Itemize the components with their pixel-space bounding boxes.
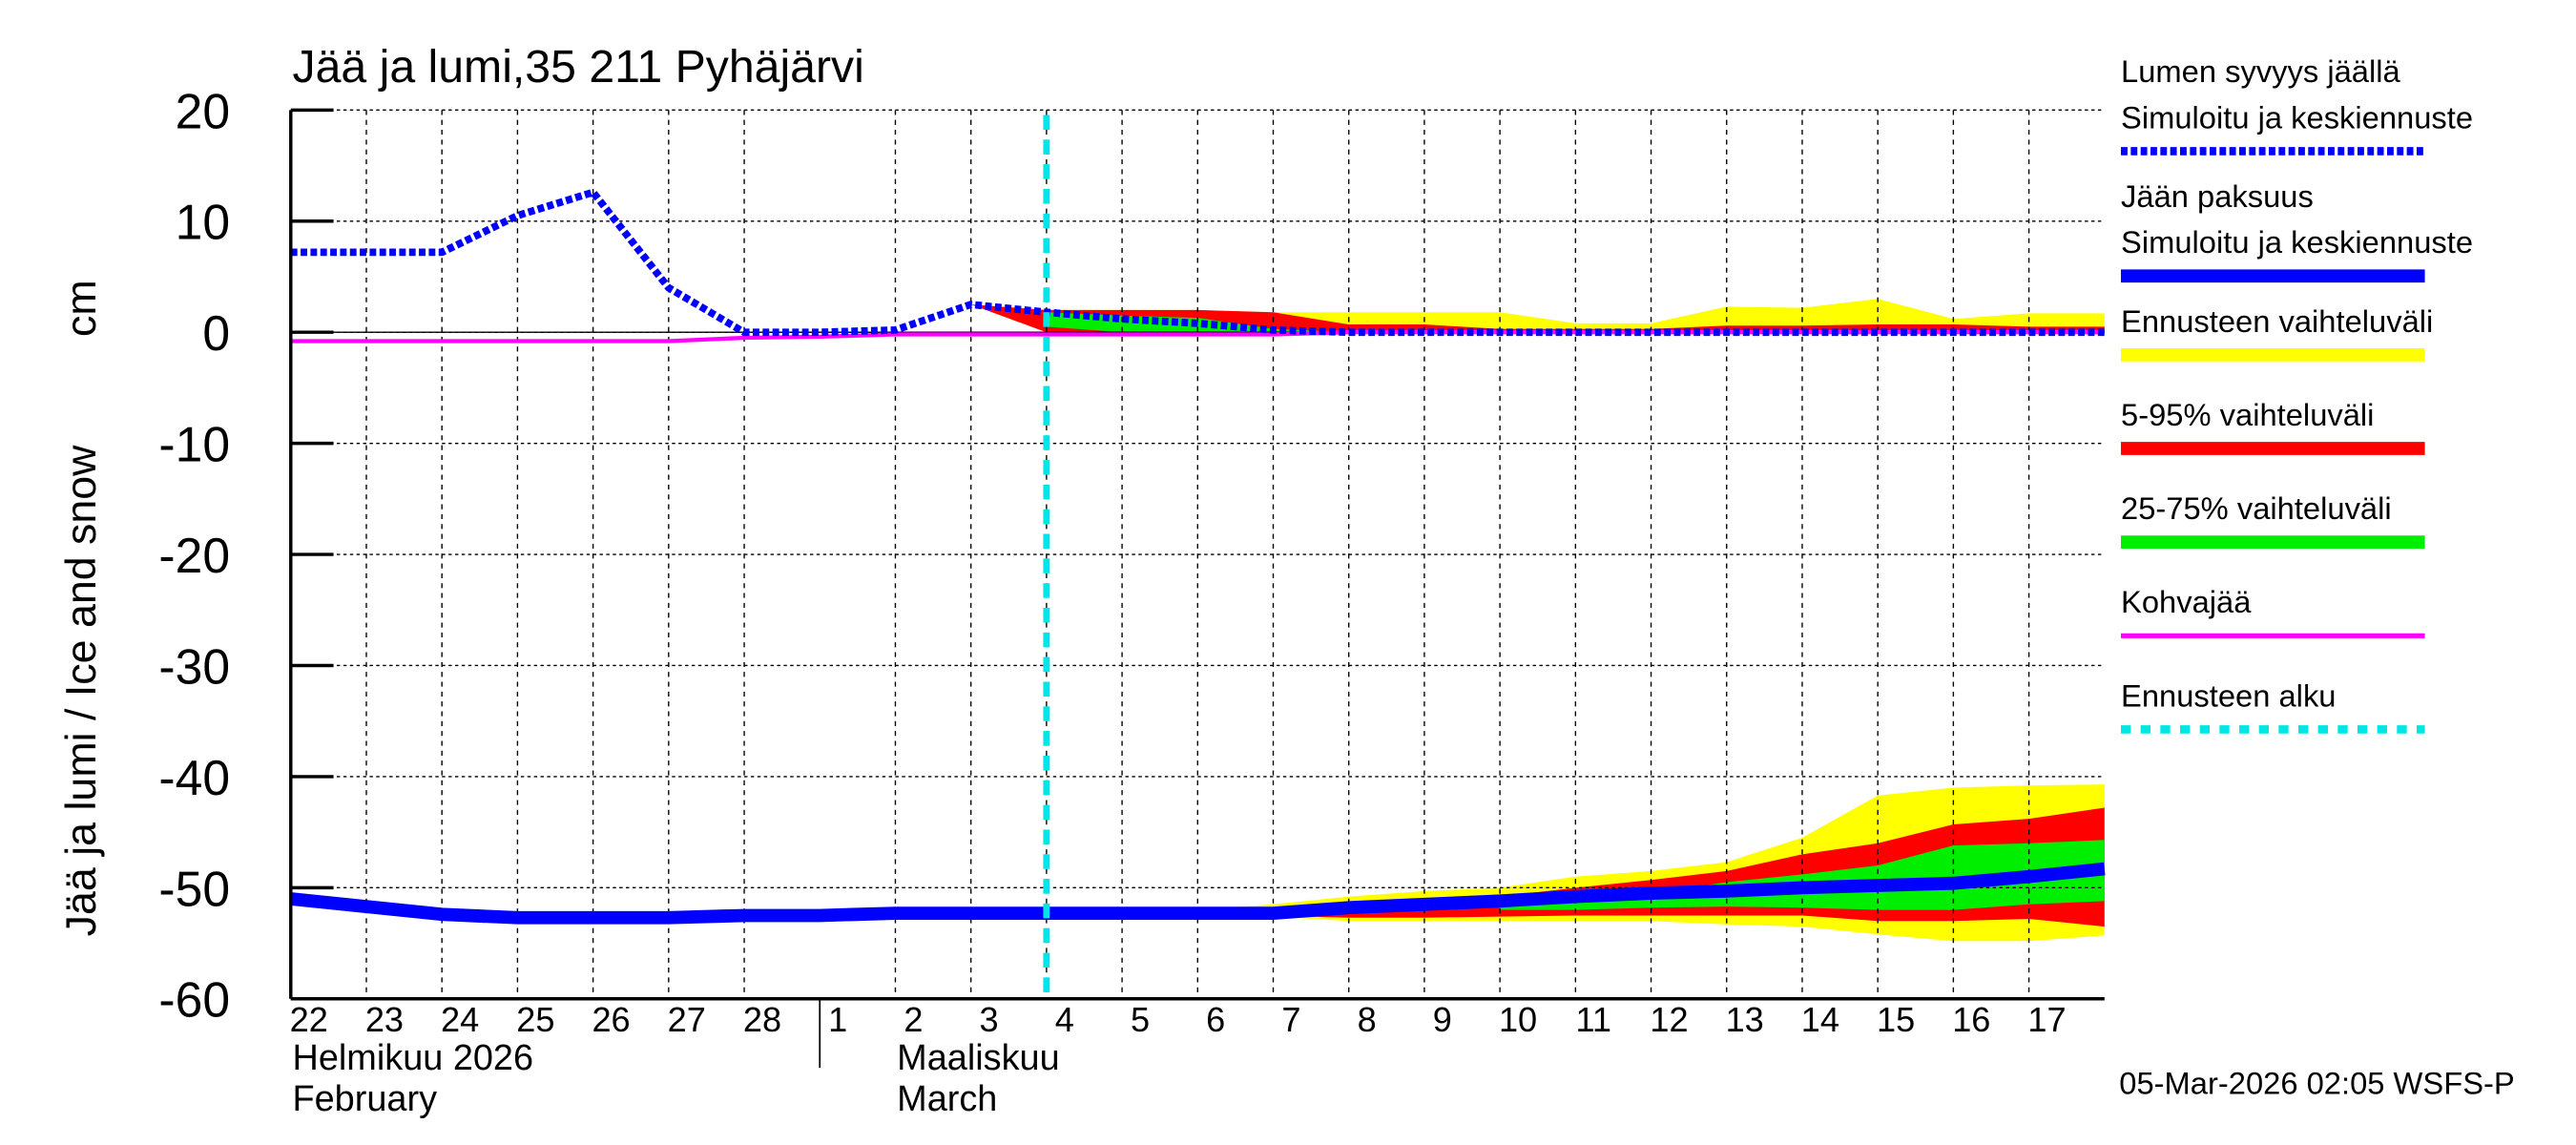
- grid: [290, 109, 2105, 999]
- x-tick-label: 23: [365, 1000, 404, 1039]
- ice-thickness-line: [290, 862, 2106, 925]
- x-tick-label: 22: [290, 1000, 328, 1039]
- y-tick-label: 10: [176, 195, 230, 250]
- legend-label: Lumen syvyys jäällä: [2121, 53, 2400, 89]
- x-tick-label: 15: [1877, 1000, 1915, 1039]
- y-tick-label: -40: [158, 750, 230, 805]
- x-tick-label: 4: [1055, 1000, 1074, 1039]
- snow-depth-line: [290, 188, 2105, 337]
- series-lines: [290, 114, 2106, 999]
- legend-label: Jään paksuus: [2121, 178, 2314, 214]
- green-band: [1046, 312, 2105, 333]
- x-tick-label: 10: [1499, 1000, 1537, 1039]
- y-tick-label: -30: [158, 638, 230, 694]
- y-axis-unit: cm: [57, 280, 105, 337]
- month-label-en: February: [293, 1079, 438, 1119]
- x-tick-label: 3: [980, 1000, 999, 1039]
- y-axis-label: Jää ja lumi / Ice and snow: [57, 445, 105, 937]
- y-tick-label: -20: [158, 528, 230, 583]
- x-tick-label: 9: [1433, 1000, 1452, 1039]
- x-tick-label: 12: [1650, 1000, 1688, 1039]
- legend-label: Simuloitu ja keskiennuste: [2121, 99, 2473, 135]
- x-tick-label: 26: [592, 1000, 630, 1039]
- y-tick-label: -50: [158, 861, 230, 916]
- x-tick-label: 28: [743, 1000, 781, 1039]
- x-tick-label: 11: [1576, 1000, 1612, 1039]
- month-label-fi: Maaliskuu: [897, 1038, 1059, 1078]
- legend-label: Simuloitu ja keskiennuste: [2121, 224, 2473, 260]
- legend-label: Ennusteen alku: [2121, 677, 2336, 713]
- y-tick-label: -10: [158, 417, 230, 472]
- y-tick-label: 20: [176, 83, 230, 138]
- x-tick-label: 16: [1952, 1000, 1990, 1039]
- chart-title: Jää ja lumi,35 211 Pyhäjärvi: [293, 41, 864, 93]
- x-tick-label: 14: [1801, 1000, 1839, 1039]
- x-tick-label: 25: [516, 1000, 554, 1039]
- month-label-en: March: [897, 1079, 997, 1119]
- legend: Lumen syvyys jäällä Simuloitu ja keskienn…: [2121, 53, 2473, 734]
- x-tick-label: 6: [1206, 1000, 1225, 1039]
- x-tick-label: 24: [441, 1000, 479, 1039]
- x-tick-label: 2: [904, 1000, 923, 1039]
- y-tick-label: 0: [202, 305, 230, 361]
- legend-label: Kohvajää: [2121, 584, 2252, 619]
- legend-label: 5-95% vaihteluväli: [2121, 397, 2374, 432]
- x-tick-label: 17: [2027, 1000, 2066, 1039]
- legend-label: 25-75% vaihteluväli: [2121, 490, 2392, 526]
- y-tick-label: -60: [158, 972, 230, 1028]
- x-tick-label: 8: [1358, 1000, 1377, 1039]
- forecast-bands: [970, 299, 2105, 942]
- x-tick-label: 5: [1131, 1000, 1150, 1039]
- timestamp: 05-Mar-2026 02:05 WSFS-P: [2119, 1066, 2514, 1101]
- x-tick-label: 13: [1726, 1000, 1764, 1039]
- x-tick-label: 7: [1281, 1000, 1300, 1039]
- month-label-fi: Helmikuu 2026: [293, 1038, 534, 1078]
- legend-label: Ennusteen vaihteluväli: [2121, 303, 2433, 339]
- x-tick-label: 1: [828, 1000, 847, 1039]
- x-tick-label: 27: [668, 1000, 706, 1039]
